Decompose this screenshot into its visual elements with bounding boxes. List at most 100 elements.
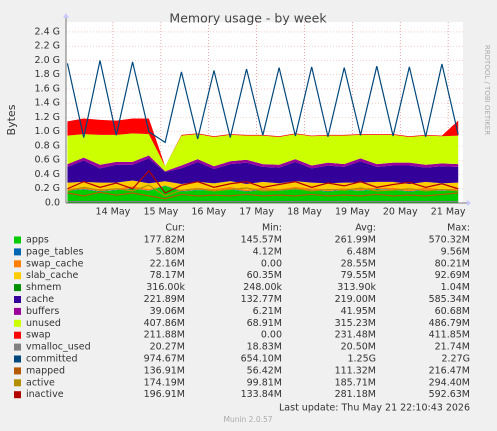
legend-swatch [14,260,21,268]
y-tick-label: 2.0 G [35,55,61,66]
y-tick-label: 1.2 G [35,112,61,123]
legend-min: 0.00 [261,258,282,269]
legend-max: 216.47M [429,365,470,376]
legend-name: cache [26,294,54,305]
legend-min: 60.35M [247,270,282,281]
legend-avg: 219.00M [335,294,376,305]
legend-cur: 221.89M [144,294,185,305]
legend-name: shmem [26,282,61,293]
legend-max: 9.56M [441,246,470,257]
legend-min: 56.42M [247,365,282,376]
legend-swatch [14,296,21,303]
y-tick-label: 0.8 G [35,140,61,151]
legend-avg: 261.99M [335,235,376,246]
legend-swatch [14,379,21,387]
legend-max: 60.68M [435,306,470,317]
legend-swatch [14,307,21,315]
legend-avg: 1.25G [347,354,376,365]
legend-max: 486.79M [429,318,470,329]
y-tick-label: 0.6 G [35,155,61,166]
y-tick-label: 1.4 G [35,98,61,109]
footer: Munin 2.0.57 [223,415,272,424]
y-axis-label: Bytes [5,104,18,135]
legend-avg: 313.90k [337,282,376,293]
y-tick-label: 0.0 [45,198,60,209]
legend-cur: 78.17M [150,270,185,281]
legend-header: Cur: [165,223,185,234]
legend-cur: 974.67M [144,354,185,365]
chart-title: Memory usage - by week [169,11,327,26]
legend-name: unused [26,318,61,329]
x-tick-label: 21 May [431,207,466,218]
legend-name: page_tables [26,246,84,257]
legend-max: 294.40M [429,377,470,388]
x-tick-label: 14 May [96,207,131,218]
y-tick-label: 1.8 G [35,69,61,80]
stacked-area [67,158,459,185]
legend-swatch [14,367,21,375]
legend-name: buffers [26,306,59,317]
legend-cur: 174.19M [144,377,185,388]
legend-min: 18.83M [247,342,282,353]
legend-max: 21.74M [435,342,470,353]
y-tick-label: 2.2 G [35,41,61,52]
stacked-area [67,118,459,167]
legend-cur: 177.82M [144,235,185,246]
x-tick-label: 15 May [143,207,178,218]
y-tick-label: 1.6 G [35,83,61,94]
legend-avg: 185.71M [335,377,376,388]
legend-avg: 111.32M [335,365,376,376]
legend-header: Avg: [355,223,376,234]
legend-name: swap_cache [26,258,84,269]
y-tick-label: 0.4 G [35,169,61,180]
series-line [66,60,459,144]
stacked-area [67,155,459,172]
legend-min: 6.21M [253,306,282,317]
legend-cur: 22.16M [150,258,185,269]
legend-cur: 407.86M [144,318,185,329]
legend-name: committed [26,354,78,365]
x-tick-label: 20 May [383,207,418,218]
legend-min: 68.91M [247,318,282,329]
legend-min: 133.84M [241,389,282,400]
y-tick-label: 1.0 G [35,126,61,137]
legend-min: 132.77M [241,294,282,305]
legend-min: 0.00 [261,330,282,341]
axis-arrow [467,200,471,206]
stacked-area [67,180,459,190]
series-line [67,184,459,197]
y-tick-label: 2.4 G [35,26,61,37]
legend-swatch [14,248,21,256]
legend-name: active [26,377,55,388]
legend-header: Min: [262,223,282,234]
legend-max: 80.21M [435,258,470,269]
stacked-area [67,185,459,192]
legend-swatch [14,391,21,399]
legend-avg: 231.48M [335,330,376,341]
legend-max: 570.32M [429,235,470,246]
legend-name: mapped [26,365,65,376]
legend-min: 248.00k [243,282,282,293]
legend-swatch [14,343,21,351]
series-line [67,169,459,194]
x-tick-label: 18 May [287,207,322,218]
legend-swatch [14,272,21,280]
stacked-area [67,185,459,192]
series-line [67,191,459,200]
legend-avg: 315.23M [335,318,376,329]
legend-min: 145.57M [241,235,282,246]
legend-max: 92.69M [435,270,470,281]
legend-header: Max: [447,223,470,234]
legend-min: 4.12M [253,246,282,257]
y-tick-label: 0.2 G [35,183,61,194]
last-update: Last update: Thu May 21 22:10:43 2026 [279,403,470,414]
legend-name: slab_cache [26,270,78,281]
axis-arrow [63,13,69,18]
legend-max: 1.04M [441,282,470,293]
x-tick-label: 16 May [191,207,226,218]
legend-max: 592.63M [429,389,470,400]
stacked-area [67,133,459,172]
legend-avg: 79.55M [341,270,376,281]
